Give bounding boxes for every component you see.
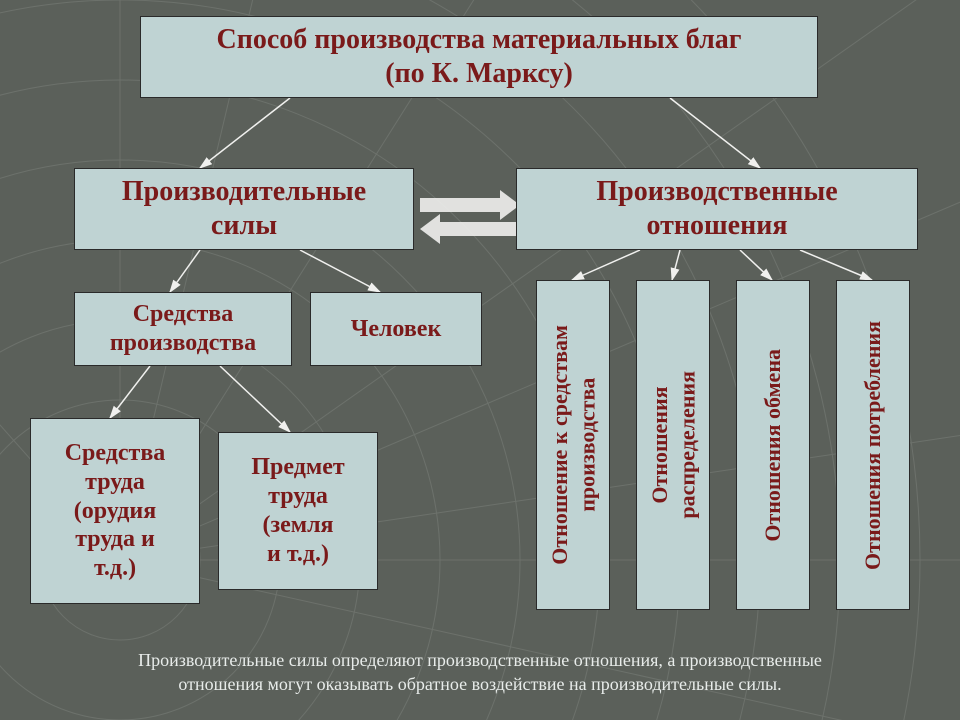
node-relations-of-distribution: Отношения распределения	[636, 280, 710, 610]
node-relation-to-means: Отношение к средствам производства	[536, 280, 610, 610]
root-node: Способ производства материальных благ (п…	[140, 16, 818, 98]
vlabel: Отношения распределения	[646, 371, 701, 519]
node-subject-of-labor: Предмет труда (земля и т.д.)	[218, 432, 378, 590]
node-human: Человек	[310, 292, 482, 366]
vlabel: Отношения обмена	[759, 349, 787, 542]
caption-text: Производительные силы определяют произво…	[0, 648, 960, 697]
node-means-of-production: Средства производства	[74, 292, 292, 366]
vlabel: Отношения потребления	[859, 321, 887, 570]
node-production-relations: Производственные отношения	[516, 168, 918, 250]
node-relations-of-exchange: Отношения обмена	[736, 280, 810, 610]
node-relations-of-consumption: Отношения потребления	[836, 280, 910, 610]
vlabel: Отношение к средствам производства	[546, 325, 601, 565]
node-productive-forces: Производительные силы	[74, 168, 414, 250]
node-means-of-labor: Средства труда (орудия труда и т.д.)	[30, 418, 200, 604]
